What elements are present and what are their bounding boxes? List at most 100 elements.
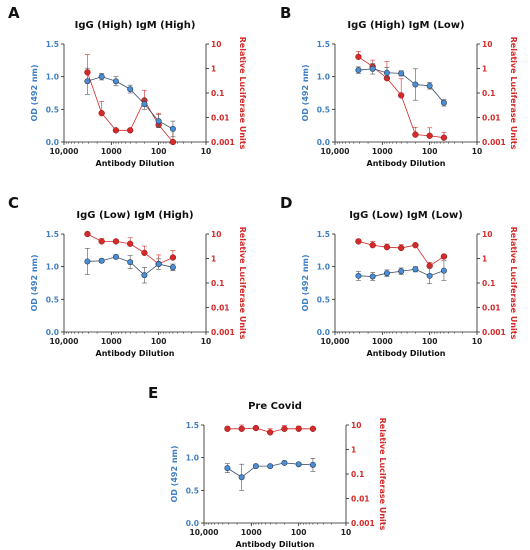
y-left-tick-label: 1.5 (317, 230, 330, 239)
od-point (155, 261, 162, 268)
chart-title: IgG (Low) IgM (High) (76, 210, 193, 221)
rlu-point (238, 425, 245, 432)
x-axis-label: Antibody Dilution (96, 349, 175, 358)
panel-letter: A (8, 4, 20, 22)
rlu-point (98, 110, 105, 117)
od-point (98, 257, 105, 264)
rlu-point (127, 240, 134, 247)
od-point (84, 78, 91, 85)
od-point (267, 463, 274, 470)
y-left-tick-label: 1.0 (317, 263, 330, 272)
y-right-tick-label: 0.001 (351, 519, 375, 528)
y-right-tick-label: 0.1 (482, 279, 495, 288)
y-left-tick-label: 0.5 (46, 295, 59, 304)
od-point (169, 264, 176, 271)
panel-letter: C (8, 194, 19, 212)
y-left-tick-label: 0.0 (317, 328, 330, 337)
x-tick-label: 10 (341, 528, 351, 537)
y-left-axis-label: OD (492 nm) (30, 64, 39, 121)
rlu-point (440, 134, 448, 141)
rlu-point (141, 249, 148, 257)
y-left-tick-label: 0.0 (317, 138, 330, 147)
y-right-tick-label: 0.1 (211, 279, 224, 288)
od-point (252, 463, 259, 470)
y-right-tick-label: 0.01 (482, 304, 501, 313)
y-right-tick-label: 10 (482, 230, 492, 239)
rlu-point (295, 425, 302, 432)
x-tick-label: 100 (151, 147, 167, 156)
rlu-point (398, 244, 405, 252)
y-right-tick-label: 0.1 (482, 89, 495, 98)
panel-letter: E (148, 384, 158, 402)
rlu-point (267, 429, 274, 436)
y-right-tick-label: 1 (482, 65, 487, 74)
panel-letter: B (280, 4, 291, 22)
rlu-point (281, 425, 288, 432)
rlu-point (398, 92, 405, 99)
y-right-tick-label: 0.001 (482, 138, 506, 147)
y-left-tick-label: 0.0 (186, 519, 199, 528)
y-left-tick-label: 0.0 (46, 138, 59, 147)
y-right-tick-label: 0.001 (211, 328, 235, 337)
y-left-tick-label: 1.5 (317, 40, 330, 49)
y-right-tick-label: 10 (211, 230, 221, 239)
y-left-tick-label: 1.5 (46, 230, 59, 239)
y-right-tick-label: 1 (211, 255, 216, 264)
x-tick-label: 10 (201, 147, 211, 156)
chart-title: Pre Covid (248, 401, 302, 412)
y-left-tick-label: 1.0 (186, 454, 199, 463)
x-axis-label: Antibody Dilution (367, 159, 446, 168)
x-tick-label: 10 (201, 337, 211, 346)
rlu-point (127, 127, 134, 134)
od-point (355, 272, 362, 279)
y-right-axis-label: Relative Luciferase Units (509, 227, 518, 340)
rlu-point (84, 230, 91, 238)
x-tick-label: 100 (291, 528, 307, 537)
x-tick-label: 1000 (101, 147, 122, 156)
od-point (112, 253, 119, 260)
y-right-tick-label: 0.001 (211, 138, 235, 147)
od-point (440, 267, 447, 274)
rlu-point (412, 131, 419, 138)
y-right-axis-label: Relative Luciferase Units (238, 227, 247, 340)
y-left-tick-label: 1.5 (46, 40, 59, 49)
y-left-tick-label: 1.0 (46, 73, 59, 82)
od-point (398, 70, 405, 77)
y-right-tick-label: 1 (351, 446, 356, 455)
y-right-tick-label: 0.001 (482, 328, 506, 337)
y-right-tick-label: 1 (482, 255, 487, 264)
od-point (141, 272, 148, 279)
x-tick-label: 10,000 (321, 337, 350, 346)
x-axis-label: Antibody Dilution (236, 540, 315, 549)
y-left-axis-label: OD (492 nm) (301, 254, 310, 311)
od-point (440, 99, 447, 106)
x-tick-label: 1000 (101, 337, 122, 346)
y-right-tick-label: 0.01 (351, 495, 370, 504)
x-tick-label: 1000 (241, 528, 262, 537)
y-left-axis-label: OD (492 nm) (301, 64, 310, 121)
x-axis-label: Antibody Dilution (367, 349, 446, 358)
rlu-point (112, 238, 120, 245)
chart-title: IgG (High) IgM (Low) (347, 20, 464, 31)
od-point (224, 465, 231, 472)
x-tick-label: 100 (151, 337, 167, 346)
od-point (412, 266, 419, 273)
y-right-axis-label: Relative Luciferase Units (378, 418, 387, 531)
x-tick-label: 100 (422, 337, 438, 346)
y-right-axis-label: Relative Luciferase Units (509, 37, 518, 150)
od-point (112, 78, 119, 85)
x-tick-label: 10,000 (190, 528, 219, 537)
y-right-tick-label: 0.01 (482, 114, 501, 123)
od-point (426, 272, 433, 279)
rlu-point (355, 238, 362, 245)
x-tick-label: 10 (472, 337, 482, 346)
y-right-tick-label: 10 (211, 40, 221, 49)
rlu-point (169, 138, 177, 146)
rlu-point (112, 127, 120, 134)
x-tick-label: 1000 (372, 337, 393, 346)
x-tick-label: 10,000 (50, 337, 79, 346)
y-left-tick-label: 0.5 (317, 295, 330, 304)
y-left-axis-label: OD (492 nm) (30, 254, 39, 311)
